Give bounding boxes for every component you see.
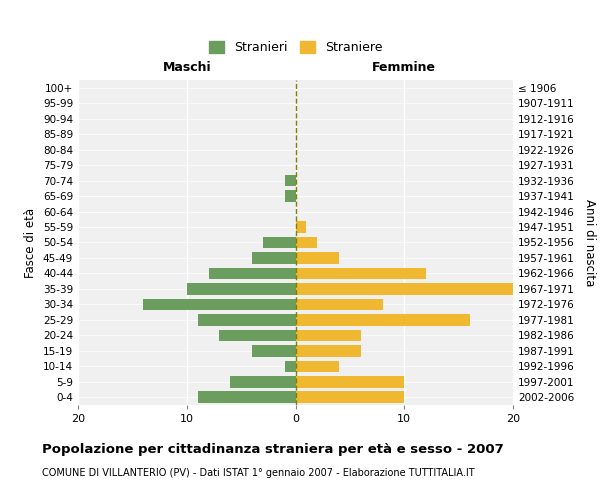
Bar [230,376,296,388]
Bar [284,190,296,202]
Bar [296,298,383,310]
Bar [284,360,296,372]
Text: Maschi: Maschi [163,61,211,74]
Bar [197,314,296,326]
Text: COMUNE DI VILLANTERIO (PV) - Dati ISTAT 1° gennaio 2007 - Elaborazione TUTTITALI: COMUNE DI VILLANTERIO (PV) - Dati ISTAT … [42,468,475,477]
Bar [263,236,296,248]
Bar [143,298,296,310]
Bar [296,330,361,341]
Bar [296,345,361,356]
Text: Femmine: Femmine [372,61,436,74]
Bar [252,252,296,264]
Bar [296,283,513,294]
Legend: Stranieri, Straniere: Stranieri, Straniere [209,41,382,54]
Bar [296,236,317,248]
Bar [296,221,307,233]
Bar [296,268,426,280]
Bar [187,283,296,294]
Bar [296,376,404,388]
Bar [220,330,296,341]
Bar [284,175,296,186]
Bar [209,268,296,280]
Bar [296,314,470,326]
Bar [296,392,404,403]
Bar [296,360,339,372]
Bar [252,345,296,356]
Text: Popolazione per cittadinanza straniera per età e sesso - 2007: Popolazione per cittadinanza straniera p… [42,442,504,456]
Y-axis label: Fasce di età: Fasce di età [25,208,37,278]
Bar [296,252,339,264]
Y-axis label: Anni di nascita: Anni di nascita [583,199,596,286]
Bar [197,392,296,403]
